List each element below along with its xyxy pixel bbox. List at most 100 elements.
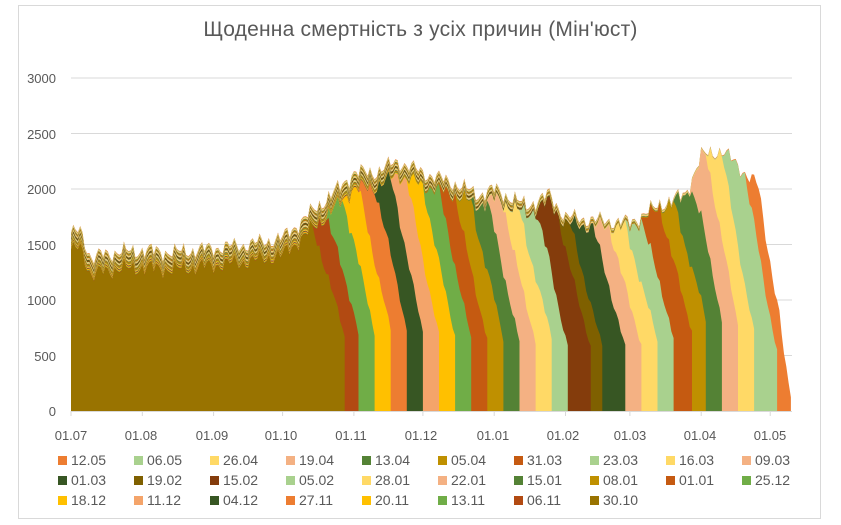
legend-item: 19.04 — [286, 452, 334, 468]
legend-label: 06.11 — [527, 492, 561, 508]
legend-item: 25.12 — [742, 472, 790, 488]
legend-label: 15.01 — [527, 472, 563, 488]
y-tick: 2000 — [27, 182, 56, 197]
legend-swatch — [362, 495, 371, 505]
legend-item: 05.04 — [438, 452, 486, 468]
legend-item: 06.05 — [134, 452, 182, 468]
legend-label: 27.11 — [299, 492, 333, 508]
legend-label: 23.03 — [603, 452, 639, 468]
legend-item: 26.04 — [210, 452, 258, 468]
legend-label: 31.03 — [527, 452, 563, 468]
area-series — [71, 146, 791, 412]
legend-item: 12.05 — [58, 452, 106, 468]
legend-item: 15.01 — [514, 472, 562, 488]
legend-swatch — [742, 455, 751, 465]
y-tick: 1500 — [27, 238, 56, 253]
legend-item: 31.03 — [514, 452, 562, 468]
legend-swatch — [134, 475, 143, 485]
legend-label: 08.01 — [603, 472, 639, 488]
x-tick-marks — [70, 411, 771, 416]
legend-swatch — [286, 455, 295, 465]
legend-item: 27.11 — [286, 492, 333, 508]
legend-swatch — [286, 495, 295, 505]
legend-label: 25.12 — [755, 472, 791, 488]
legend-label: 19.02 — [147, 472, 183, 488]
legend-swatch — [666, 475, 675, 485]
x-tick: 01.12 — [404, 428, 438, 443]
legend-label: 01.03 — [71, 472, 107, 488]
legend-label: 26.04 — [223, 452, 259, 468]
legend-swatch — [590, 495, 599, 505]
legend-label: 01.01 — [679, 472, 715, 488]
legend-item: 06.11 — [514, 492, 561, 508]
legend-item: 13.04 — [362, 452, 410, 468]
x-tick: 01.08 — [124, 428, 158, 443]
legend-swatch — [210, 495, 219, 505]
legend-swatch — [590, 455, 599, 465]
x-tick: 01.09 — [195, 428, 229, 443]
legend-item: 01.03 — [58, 472, 106, 488]
x-tick: 01.05 — [753, 428, 787, 443]
legend-item: 19.02 — [134, 472, 182, 488]
legend-swatch — [590, 475, 599, 485]
legend-label: 11.12 — [147, 492, 181, 508]
legend-item: 01.01 — [666, 472, 714, 488]
legend-label: 19.04 — [299, 452, 335, 468]
legend-item: 09.03 — [742, 452, 790, 468]
legend-item: 23.03 — [590, 452, 638, 468]
legend-swatch — [438, 475, 447, 485]
legend-item: 20.11 — [362, 492, 409, 508]
legend-label: 16.03 — [679, 452, 715, 468]
legend-label: 05.04 — [451, 452, 487, 468]
legend-label: 12.05 — [71, 452, 107, 468]
legend-label: 09.03 — [755, 452, 791, 468]
x-tick: 01.04 — [683, 428, 717, 443]
legend-swatch — [666, 455, 675, 465]
legend-swatch — [134, 495, 143, 505]
legend-label: 13.04 — [375, 452, 411, 468]
legend-swatch — [514, 475, 523, 485]
legend-swatch — [58, 495, 67, 505]
x-tick: 01.01 — [476, 428, 510, 443]
legend-item: 15.02 — [210, 472, 258, 488]
legend-label: 18.12 — [71, 492, 107, 508]
legend-swatch — [362, 455, 371, 465]
legend-swatch — [210, 455, 219, 465]
x-tick: 01.11 — [335, 428, 367, 443]
legend-label: 22.01 — [451, 472, 487, 488]
legend-label: 05.02 — [299, 472, 335, 488]
legend-item: 18.12 — [58, 492, 106, 508]
legend-swatch — [286, 475, 295, 485]
legend-item: 28.01 — [362, 472, 410, 488]
legend-swatch — [514, 495, 523, 505]
legend-swatch — [742, 475, 751, 485]
legend-swatch — [514, 455, 523, 465]
y-tick: 2500 — [27, 127, 56, 142]
legend-swatch — [210, 475, 219, 485]
legend-item: 05.02 — [286, 472, 334, 488]
y-tick: 3000 — [27, 71, 56, 86]
legend-item: 30.10 — [590, 492, 638, 508]
legend-item: 08.01 — [590, 472, 638, 488]
legend-label: 13.11 — [451, 492, 485, 508]
legend-label: 04.12 — [223, 492, 259, 508]
legend-label: 30.10 — [603, 492, 639, 508]
legend-swatch — [134, 455, 143, 465]
legend-label: 28.01 — [375, 472, 411, 488]
chart-title: Щоденна смертність з усіх причин (Мін'юс… — [203, 18, 638, 41]
legend-item: 04.12 — [210, 492, 258, 508]
legend-swatch — [58, 475, 67, 485]
legend-swatch — [362, 475, 371, 485]
y-tick: 500 — [34, 349, 56, 364]
legend-item: 13.11 — [438, 492, 485, 508]
y-tick: 0 — [48, 404, 56, 419]
legend-swatch — [438, 455, 447, 465]
legend-item: 11.12 — [134, 492, 181, 508]
x-tick: 01.07 — [54, 428, 88, 443]
legend-label: 06.05 — [147, 452, 183, 468]
legend-swatch — [438, 495, 447, 505]
x-tick: 01.02 — [546, 428, 580, 443]
x-tick: 01.10 — [264, 428, 298, 443]
x-tick: 01.03 — [613, 428, 647, 443]
